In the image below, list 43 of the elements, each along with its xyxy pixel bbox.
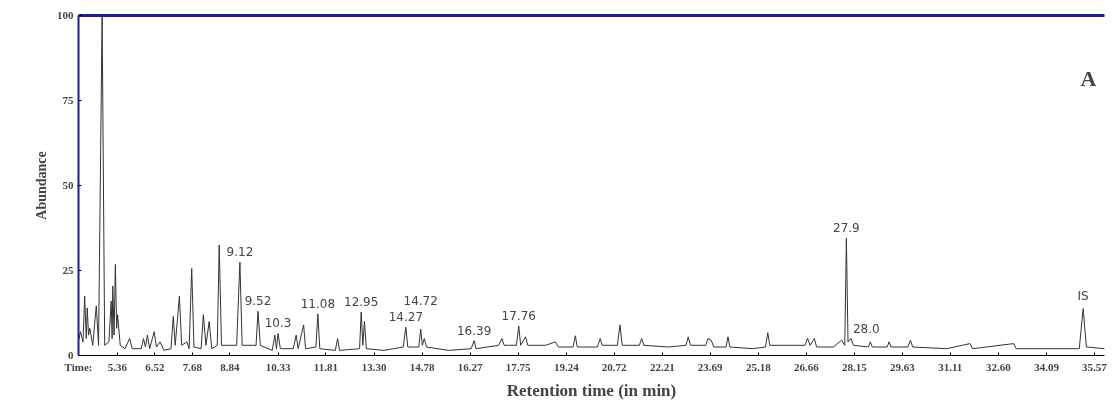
y-tick-label: 25 [62, 264, 74, 276]
x-tick-label: 28.15 [842, 360, 868, 373]
x-tick-label: 34.09 [1034, 360, 1060, 373]
annotation: 14.72 [403, 293, 438, 308]
x-tick-label: 6.52 [145, 360, 165, 373]
x-tick-label: 32.60 [986, 360, 1012, 373]
x-tick-label: 8.84 [220, 360, 240, 373]
annotation: 16.39 [456, 323, 492, 338]
annotation: 28.0 [852, 321, 880, 336]
x-tick-label: 11.81 [313, 360, 339, 373]
x-tick-label: 7.68 [182, 360, 203, 373]
y-tick-label: 0 [68, 349, 74, 361]
x-tick-label: 29.63 [889, 360, 916, 373]
x-tick-label: 35.57 [1082, 360, 1108, 373]
x-tick-label: 19.24 [553, 360, 580, 373]
x-tick-label: 17.75 [505, 360, 531, 373]
annotation: 10.3 [264, 316, 292, 331]
x-tick-label: 5.36 [107, 360, 128, 373]
annotation: 9.52 [244, 294, 272, 309]
x-tick-label: 13.30 [361, 360, 388, 373]
annotation: A [1080, 65, 1097, 91]
y-tick-label: 50 [62, 179, 74, 191]
annotation: 12.95 [344, 294, 379, 309]
x-tick-label: 16.27 [457, 360, 484, 373]
x-tick-label: 22.21 [649, 360, 675, 373]
y-tick-label: 100 [57, 9, 74, 21]
annotation: 27.9 [833, 221, 860, 236]
x-tick-label: 25.18 [746, 360, 772, 373]
x-tick-label: 31.11 [938, 360, 963, 373]
y-tick-label: 75 [62, 94, 74, 106]
x-tick-label: 26.66 [793, 360, 820, 373]
y-axis-title: Abundance [34, 151, 49, 220]
annotation: 9.12 [226, 245, 254, 260]
annotation: 17.76 [501, 308, 536, 323]
x-tick-label: 23.69 [697, 360, 724, 373]
annotation: 11.08 [300, 297, 336, 312]
annotation: IS [1077, 288, 1089, 303]
x-tick-label: 14.78 [409, 360, 435, 373]
x-tick-label: 10.33 [265, 360, 291, 373]
annotation: 14.27 [388, 310, 424, 325]
text: Time: [64, 360, 93, 373]
x-tick-label: 20.72 [601, 360, 628, 373]
x-axis-title: Retention time (in min) [506, 380, 677, 400]
